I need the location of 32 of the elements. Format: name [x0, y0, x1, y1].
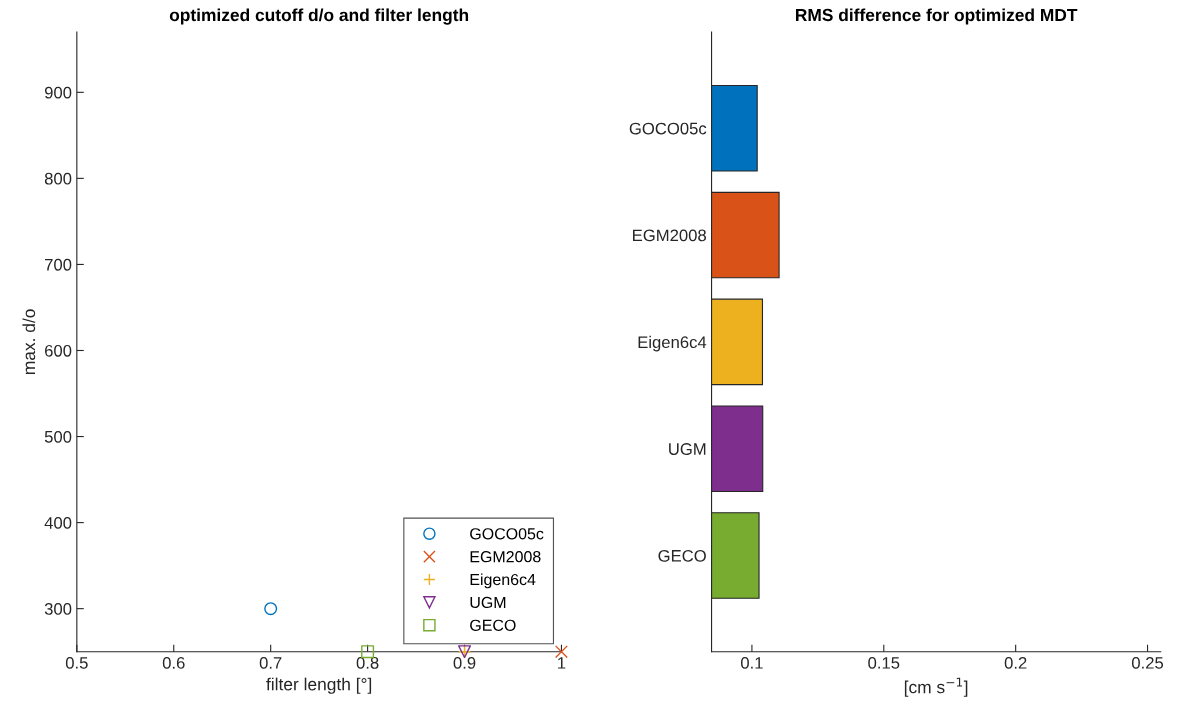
x-tick-label: 0.5 [65, 656, 88, 669]
y-tick-label: GECO [658, 549, 706, 562]
legend-label: Eigen6c4 [470, 573, 536, 589]
x-tick-label: 0.25 [1131, 656, 1164, 669]
legend-label: UGM [470, 596, 506, 609]
x-tick-label: 0.15 [868, 656, 900, 669]
x-tick-label: 0.6 [162, 656, 185, 669]
legend-label: GECO [470, 619, 516, 631]
y-tick-label: EGM2008 [633, 229, 706, 242]
chart-title: RMS difference for optimized MDT [796, 8, 1078, 25]
legend-label: EGM2008 [470, 551, 541, 563]
y-axis-title: max. d/o [22, 309, 36, 375]
y-tick-label: 600 [45, 344, 72, 357]
x-axis-title: filter length [°] [266, 677, 372, 694]
x-tick-label: 1 [558, 657, 566, 669]
y-tick-label: Eigen6c4 [638, 335, 707, 352]
x-tick-label: 0.2 [1004, 656, 1027, 669]
x-tick-label: 0.1 [740, 656, 763, 669]
y-tick-label: 300 [44, 603, 72, 615]
y-tick-label: 800 [44, 172, 72, 185]
legend-label: GOCO05c [470, 528, 544, 540]
chart-title: optimized cutoff d/o and filter length [169, 8, 469, 25]
y-tick-label: UGM [669, 443, 706, 455]
x-tick-label: 0.7 [259, 656, 282, 669]
y-tick-label: 500 [44, 430, 72, 443]
x-axis-title: [cm s$^{−1}$] [904, 677, 968, 697]
y-tick-label: 900 [44, 86, 72, 99]
x-tick-label: 0.9 [453, 656, 476, 669]
y-tick-label: 400 [44, 517, 72, 529]
y-tick-label: 700 [45, 258, 72, 271]
y-tick-label: GOCO05c [629, 122, 707, 135]
x-tick-label: 0.8 [356, 656, 379, 669]
